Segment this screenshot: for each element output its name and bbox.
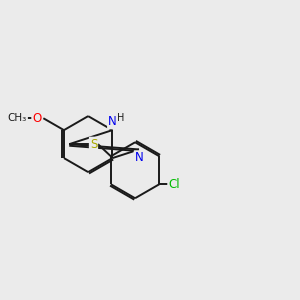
Text: N: N [108, 116, 117, 128]
Text: Cl: Cl [168, 178, 180, 191]
Text: CH₃: CH₃ [8, 113, 27, 123]
Text: N: N [135, 151, 143, 164]
Text: S: S [90, 138, 97, 151]
Text: O: O [32, 112, 41, 125]
Text: H: H [117, 113, 124, 123]
